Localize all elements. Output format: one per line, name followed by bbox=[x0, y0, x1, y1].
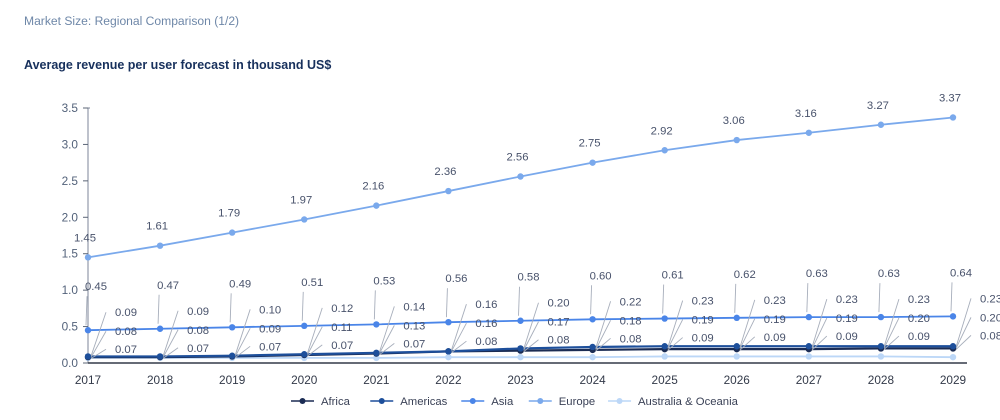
svg-text:3.16: 3.16 bbox=[795, 108, 817, 120]
svg-text:0.60: 0.60 bbox=[590, 270, 612, 282]
svg-text:2020: 2020 bbox=[291, 373, 318, 387]
svg-text:0.20: 0.20 bbox=[980, 312, 1000, 324]
svg-text:0.16: 0.16 bbox=[475, 299, 497, 311]
svg-text:1.0: 1.0 bbox=[62, 283, 79, 297]
svg-text:2018: 2018 bbox=[147, 373, 174, 387]
svg-text:0.09: 0.09 bbox=[115, 307, 137, 319]
svg-text:0.12: 0.12 bbox=[331, 303, 353, 315]
svg-text:0.49: 0.49 bbox=[229, 278, 251, 290]
svg-text:3.37: 3.37 bbox=[939, 92, 961, 104]
svg-text:0.62: 0.62 bbox=[734, 269, 756, 281]
svg-text:2019: 2019 bbox=[219, 373, 245, 387]
svg-text:0.07: 0.07 bbox=[331, 340, 353, 352]
svg-text:2022: 2022 bbox=[435, 373, 461, 387]
svg-text:1.97: 1.97 bbox=[290, 194, 312, 206]
svg-text:0.0: 0.0 bbox=[62, 356, 79, 370]
svg-text:0.09: 0.09 bbox=[908, 331, 930, 343]
svg-text:0.18: 0.18 bbox=[620, 315, 642, 327]
svg-text:Asia: Asia bbox=[491, 396, 514, 408]
svg-text:2023: 2023 bbox=[507, 373, 534, 387]
svg-text:0.58: 0.58 bbox=[518, 272, 540, 284]
svg-text:0.22: 0.22 bbox=[620, 296, 642, 308]
svg-text:0.23: 0.23 bbox=[692, 296, 714, 308]
svg-text:3.27: 3.27 bbox=[867, 100, 889, 112]
svg-text:0.11: 0.11 bbox=[331, 322, 352, 334]
svg-text:2.16: 2.16 bbox=[362, 181, 384, 193]
svg-text:0.23: 0.23 bbox=[836, 294, 858, 306]
svg-text:0.51: 0.51 bbox=[301, 277, 323, 289]
svg-text:Australia & Oceania: Australia & Oceania bbox=[638, 396, 739, 408]
svg-text:2029: 2029 bbox=[940, 373, 966, 387]
svg-text:2026: 2026 bbox=[724, 373, 751, 387]
svg-text:2028: 2028 bbox=[868, 373, 895, 387]
svg-text:0.47: 0.47 bbox=[157, 280, 179, 292]
svg-text:0.56: 0.56 bbox=[445, 273, 467, 285]
svg-text:0.19: 0.19 bbox=[692, 315, 714, 327]
svg-text:0.08: 0.08 bbox=[620, 333, 642, 345]
svg-text:0.19: 0.19 bbox=[764, 314, 786, 326]
svg-text:0.09: 0.09 bbox=[692, 333, 714, 345]
svg-text:2021: 2021 bbox=[363, 373, 389, 387]
svg-text:0.08: 0.08 bbox=[548, 335, 570, 347]
svg-text:0.07: 0.07 bbox=[259, 341, 281, 353]
svg-text:2.0: 2.0 bbox=[62, 210, 79, 224]
svg-text:0.17: 0.17 bbox=[548, 317, 570, 329]
svg-text:0.63: 0.63 bbox=[878, 268, 900, 280]
svg-text:3.0: 3.0 bbox=[62, 137, 79, 151]
svg-text:0.08: 0.08 bbox=[475, 336, 497, 348]
svg-text:2024: 2024 bbox=[579, 373, 606, 387]
svg-text:0.45: 0.45 bbox=[85, 281, 107, 293]
svg-text:1.79: 1.79 bbox=[218, 208, 240, 220]
svg-text:0.08: 0.08 bbox=[187, 325, 209, 337]
svg-text:3.06: 3.06 bbox=[723, 115, 745, 127]
svg-text:0.08: 0.08 bbox=[115, 326, 137, 338]
svg-text:0.14: 0.14 bbox=[403, 301, 425, 313]
svg-text:0.61: 0.61 bbox=[662, 270, 684, 282]
svg-text:Africa: Africa bbox=[321, 396, 351, 408]
svg-text:0.07: 0.07 bbox=[187, 343, 209, 355]
svg-text:2.56: 2.56 bbox=[507, 151, 529, 163]
svg-text:Americas: Americas bbox=[400, 396, 447, 408]
svg-text:2017: 2017 bbox=[75, 373, 101, 387]
svg-text:1.5: 1.5 bbox=[62, 247, 79, 261]
svg-text:0.64: 0.64 bbox=[950, 267, 972, 279]
svg-text:0.19: 0.19 bbox=[836, 313, 858, 325]
svg-text:1.61: 1.61 bbox=[146, 221, 168, 233]
svg-text:2027: 2027 bbox=[796, 373, 822, 387]
svg-text:0.08: 0.08 bbox=[980, 330, 1000, 342]
svg-text:0.10: 0.10 bbox=[259, 304, 281, 316]
svg-text:3.5: 3.5 bbox=[62, 101, 79, 115]
svg-text:2.5: 2.5 bbox=[62, 174, 79, 188]
svg-text:0.09: 0.09 bbox=[187, 306, 209, 318]
svg-text:0.23: 0.23 bbox=[980, 293, 1000, 305]
svg-text:0.09: 0.09 bbox=[836, 331, 858, 343]
svg-text:2.36: 2.36 bbox=[434, 166, 456, 178]
svg-text:0.07: 0.07 bbox=[403, 338, 425, 350]
svg-text:2025: 2025 bbox=[652, 373, 679, 387]
svg-text:2.75: 2.75 bbox=[579, 138, 601, 150]
svg-text:0.5: 0.5 bbox=[62, 320, 79, 334]
svg-text:0.23: 0.23 bbox=[908, 294, 930, 306]
svg-text:0.23: 0.23 bbox=[764, 295, 786, 307]
svg-text:2.92: 2.92 bbox=[651, 125, 673, 137]
svg-text:0.07: 0.07 bbox=[115, 344, 137, 356]
svg-text:0.53: 0.53 bbox=[373, 275, 395, 287]
svg-text:Europe: Europe bbox=[559, 396, 595, 408]
svg-text:1.45: 1.45 bbox=[74, 232, 96, 244]
svg-text:0.16: 0.16 bbox=[475, 318, 497, 330]
svg-text:0.09: 0.09 bbox=[259, 323, 281, 335]
svg-text:0.20: 0.20 bbox=[548, 298, 570, 310]
svg-text:0.63: 0.63 bbox=[806, 268, 828, 280]
svg-text:0.13: 0.13 bbox=[403, 320, 425, 332]
svg-text:0.20: 0.20 bbox=[908, 313, 930, 325]
svg-text:0.09: 0.09 bbox=[764, 332, 786, 344]
